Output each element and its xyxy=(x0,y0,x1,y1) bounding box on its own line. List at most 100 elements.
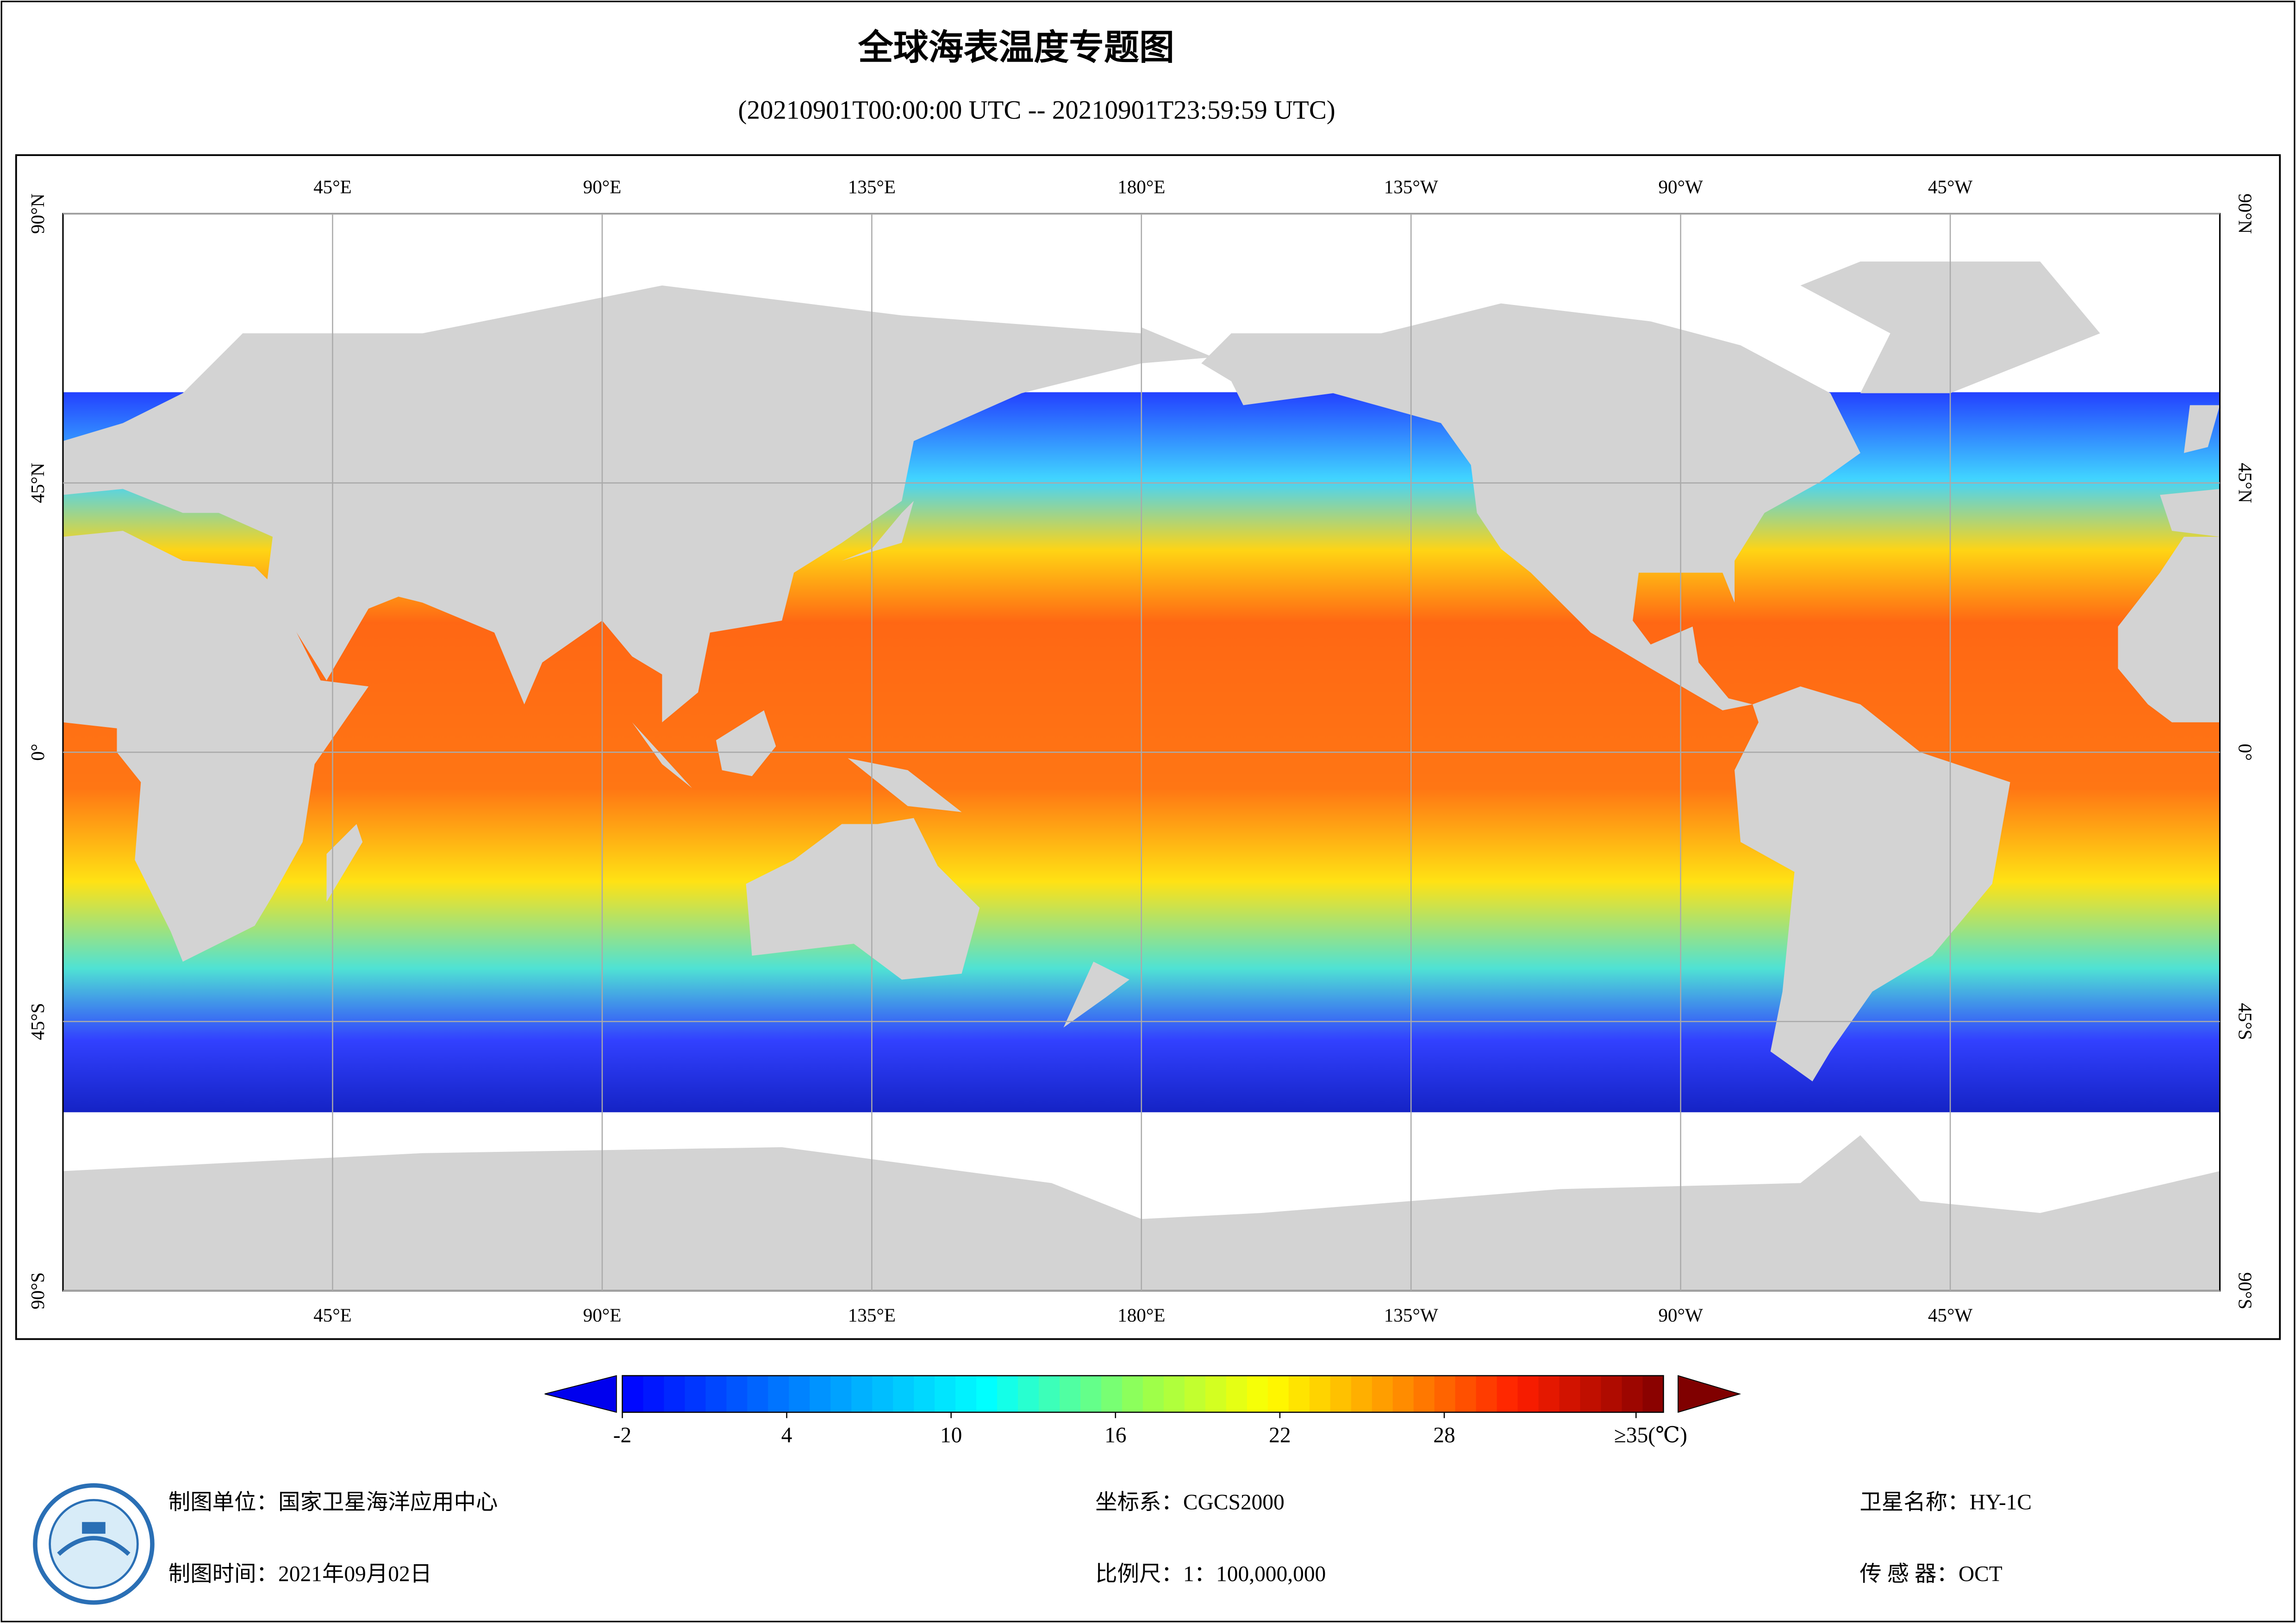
lon-label-top: 45°E xyxy=(313,176,352,197)
colorbar-block xyxy=(726,1375,748,1412)
lon-label-top: 135°E xyxy=(848,176,896,197)
footer-date: 制图时间：2021年09月02日 xyxy=(168,1562,432,1586)
colorbar-block xyxy=(1039,1375,1060,1412)
colorbar-tick-label: ≥35(℃) xyxy=(1614,1423,1687,1447)
colorbar-block xyxy=(872,1375,894,1412)
colorbar-block xyxy=(851,1375,873,1412)
colorbar-block xyxy=(747,1375,769,1412)
colorbar-tick-label: 4 xyxy=(781,1423,792,1447)
subtitle: (20210901T00:00:00 UTC -- 20210901T23:59… xyxy=(738,96,1335,125)
colorbar-block xyxy=(1642,1375,1664,1412)
colorbar-block xyxy=(1455,1375,1477,1412)
land xyxy=(2184,405,2220,453)
colorbar-block xyxy=(664,1375,686,1412)
footer-sensor: 传 感 器：OCT xyxy=(1859,1562,2002,1586)
colorbar-block xyxy=(1497,1375,1518,1412)
land xyxy=(1063,961,1129,1028)
colorbar-block xyxy=(1559,1375,1581,1412)
colorbar-block xyxy=(1434,1375,1456,1412)
colorbar-block xyxy=(622,1375,644,1412)
colorbar-tick-label: -2 xyxy=(613,1423,632,1447)
colorbar-tick-label: 10 xyxy=(940,1423,962,1447)
colorbar-block xyxy=(997,1375,1018,1412)
lon-label-top: 180°E xyxy=(1117,176,1165,197)
lon-label-bottom: 180°E xyxy=(1117,1305,1165,1326)
colorbar-border xyxy=(622,1375,1664,1413)
colorbar-block xyxy=(1288,1375,1310,1412)
lon-label-top: 90°W xyxy=(1658,176,1703,197)
colorbar-block xyxy=(768,1375,790,1412)
colorbar-block xyxy=(1060,1375,1081,1412)
lon-label-bottom: 45°W xyxy=(1928,1305,1973,1326)
land xyxy=(842,501,914,561)
lat-label-left: 90°S xyxy=(27,1272,48,1309)
footer-crs: 坐标系：CGCS2000 xyxy=(1095,1491,1285,1515)
colorbar-block xyxy=(810,1375,831,1412)
colorbar-block xyxy=(1392,1375,1414,1412)
colorbar-block xyxy=(893,1375,915,1412)
lon-label-bottom: 135°W xyxy=(1384,1305,1438,1326)
lat-label-right: 90°N xyxy=(2235,193,2256,234)
lat-label-right: 0° xyxy=(2235,744,2256,761)
lat-label-right: 45°N xyxy=(2235,463,2256,503)
colorbar-block xyxy=(1351,1375,1373,1412)
colorbar-block xyxy=(1517,1375,1539,1412)
land xyxy=(2160,489,2220,537)
lon-label-bottom: 135°E xyxy=(848,1305,896,1326)
colorbar-tick-label: 28 xyxy=(1433,1423,1455,1447)
colorbar-block xyxy=(1247,1375,1268,1412)
footer-producer: 制图单位：国家卫星海洋应用中心 xyxy=(168,1491,498,1515)
land xyxy=(848,758,962,812)
colorbar-arrow-low xyxy=(544,1375,617,1413)
colorbar-block xyxy=(1101,1375,1123,1412)
colorbar-block xyxy=(1538,1375,1560,1412)
colorbar-tick-label: 16 xyxy=(1104,1423,1126,1447)
lon-label-bottom: 45°E xyxy=(313,1305,352,1326)
colorbar-block xyxy=(914,1375,936,1412)
colorbar-block xyxy=(1018,1375,1039,1412)
lon-label-top: 90°E xyxy=(583,176,622,197)
lat-label-left: 0° xyxy=(27,744,48,761)
lat-label-right: 90°S xyxy=(2235,1272,2256,1309)
lon-label-bottom: 90°W xyxy=(1658,1305,1703,1326)
map-frame xyxy=(15,154,2281,1340)
colorbar-block xyxy=(1080,1375,1102,1412)
colorbar-block xyxy=(1205,1375,1227,1412)
colorbar-tick-label: 22 xyxy=(1269,1423,1291,1447)
colorbar-block xyxy=(1142,1375,1164,1412)
lon-label-top: 135°W xyxy=(1384,176,1438,197)
lon-label-top: 45°W xyxy=(1928,176,1973,197)
colorbar-block xyxy=(830,1375,852,1412)
colorbar-block xyxy=(1601,1375,1622,1412)
land xyxy=(746,818,980,980)
colorbar-block xyxy=(1476,1375,1497,1412)
footer-satellite: 卫星名称：HY-1C xyxy=(1859,1491,2032,1515)
lat-label-left: 90°N xyxy=(27,193,48,234)
colorbar-block xyxy=(1122,1375,1143,1412)
colorbar-block xyxy=(1309,1375,1331,1412)
logo xyxy=(33,1483,155,1605)
colorbar-block xyxy=(976,1375,998,1412)
colorbar-block xyxy=(705,1375,727,1412)
land xyxy=(2118,536,2220,722)
colorbar-arrow-high xyxy=(1678,1375,1741,1413)
colorbar-block xyxy=(643,1375,665,1412)
lat-label-left: 45°N xyxy=(27,463,48,503)
colorbar-block xyxy=(1330,1375,1352,1412)
colorbar-block xyxy=(955,1375,977,1412)
colorbar-block xyxy=(935,1375,956,1412)
colorbar-block xyxy=(1163,1375,1185,1412)
colorbar-block xyxy=(1184,1375,1206,1412)
colorbar-block xyxy=(789,1375,811,1412)
colorbar-block xyxy=(1267,1375,1289,1412)
land xyxy=(1734,686,2010,1082)
colorbar-block xyxy=(685,1375,706,1412)
land xyxy=(632,722,693,789)
lat-label-left: 45°S xyxy=(27,1003,48,1040)
colorbar-block xyxy=(1372,1375,1393,1412)
lon-label-bottom: 90°E xyxy=(583,1305,622,1326)
lat-label-right: 45°S xyxy=(2235,1003,2256,1040)
colorbar-block xyxy=(1413,1375,1435,1412)
